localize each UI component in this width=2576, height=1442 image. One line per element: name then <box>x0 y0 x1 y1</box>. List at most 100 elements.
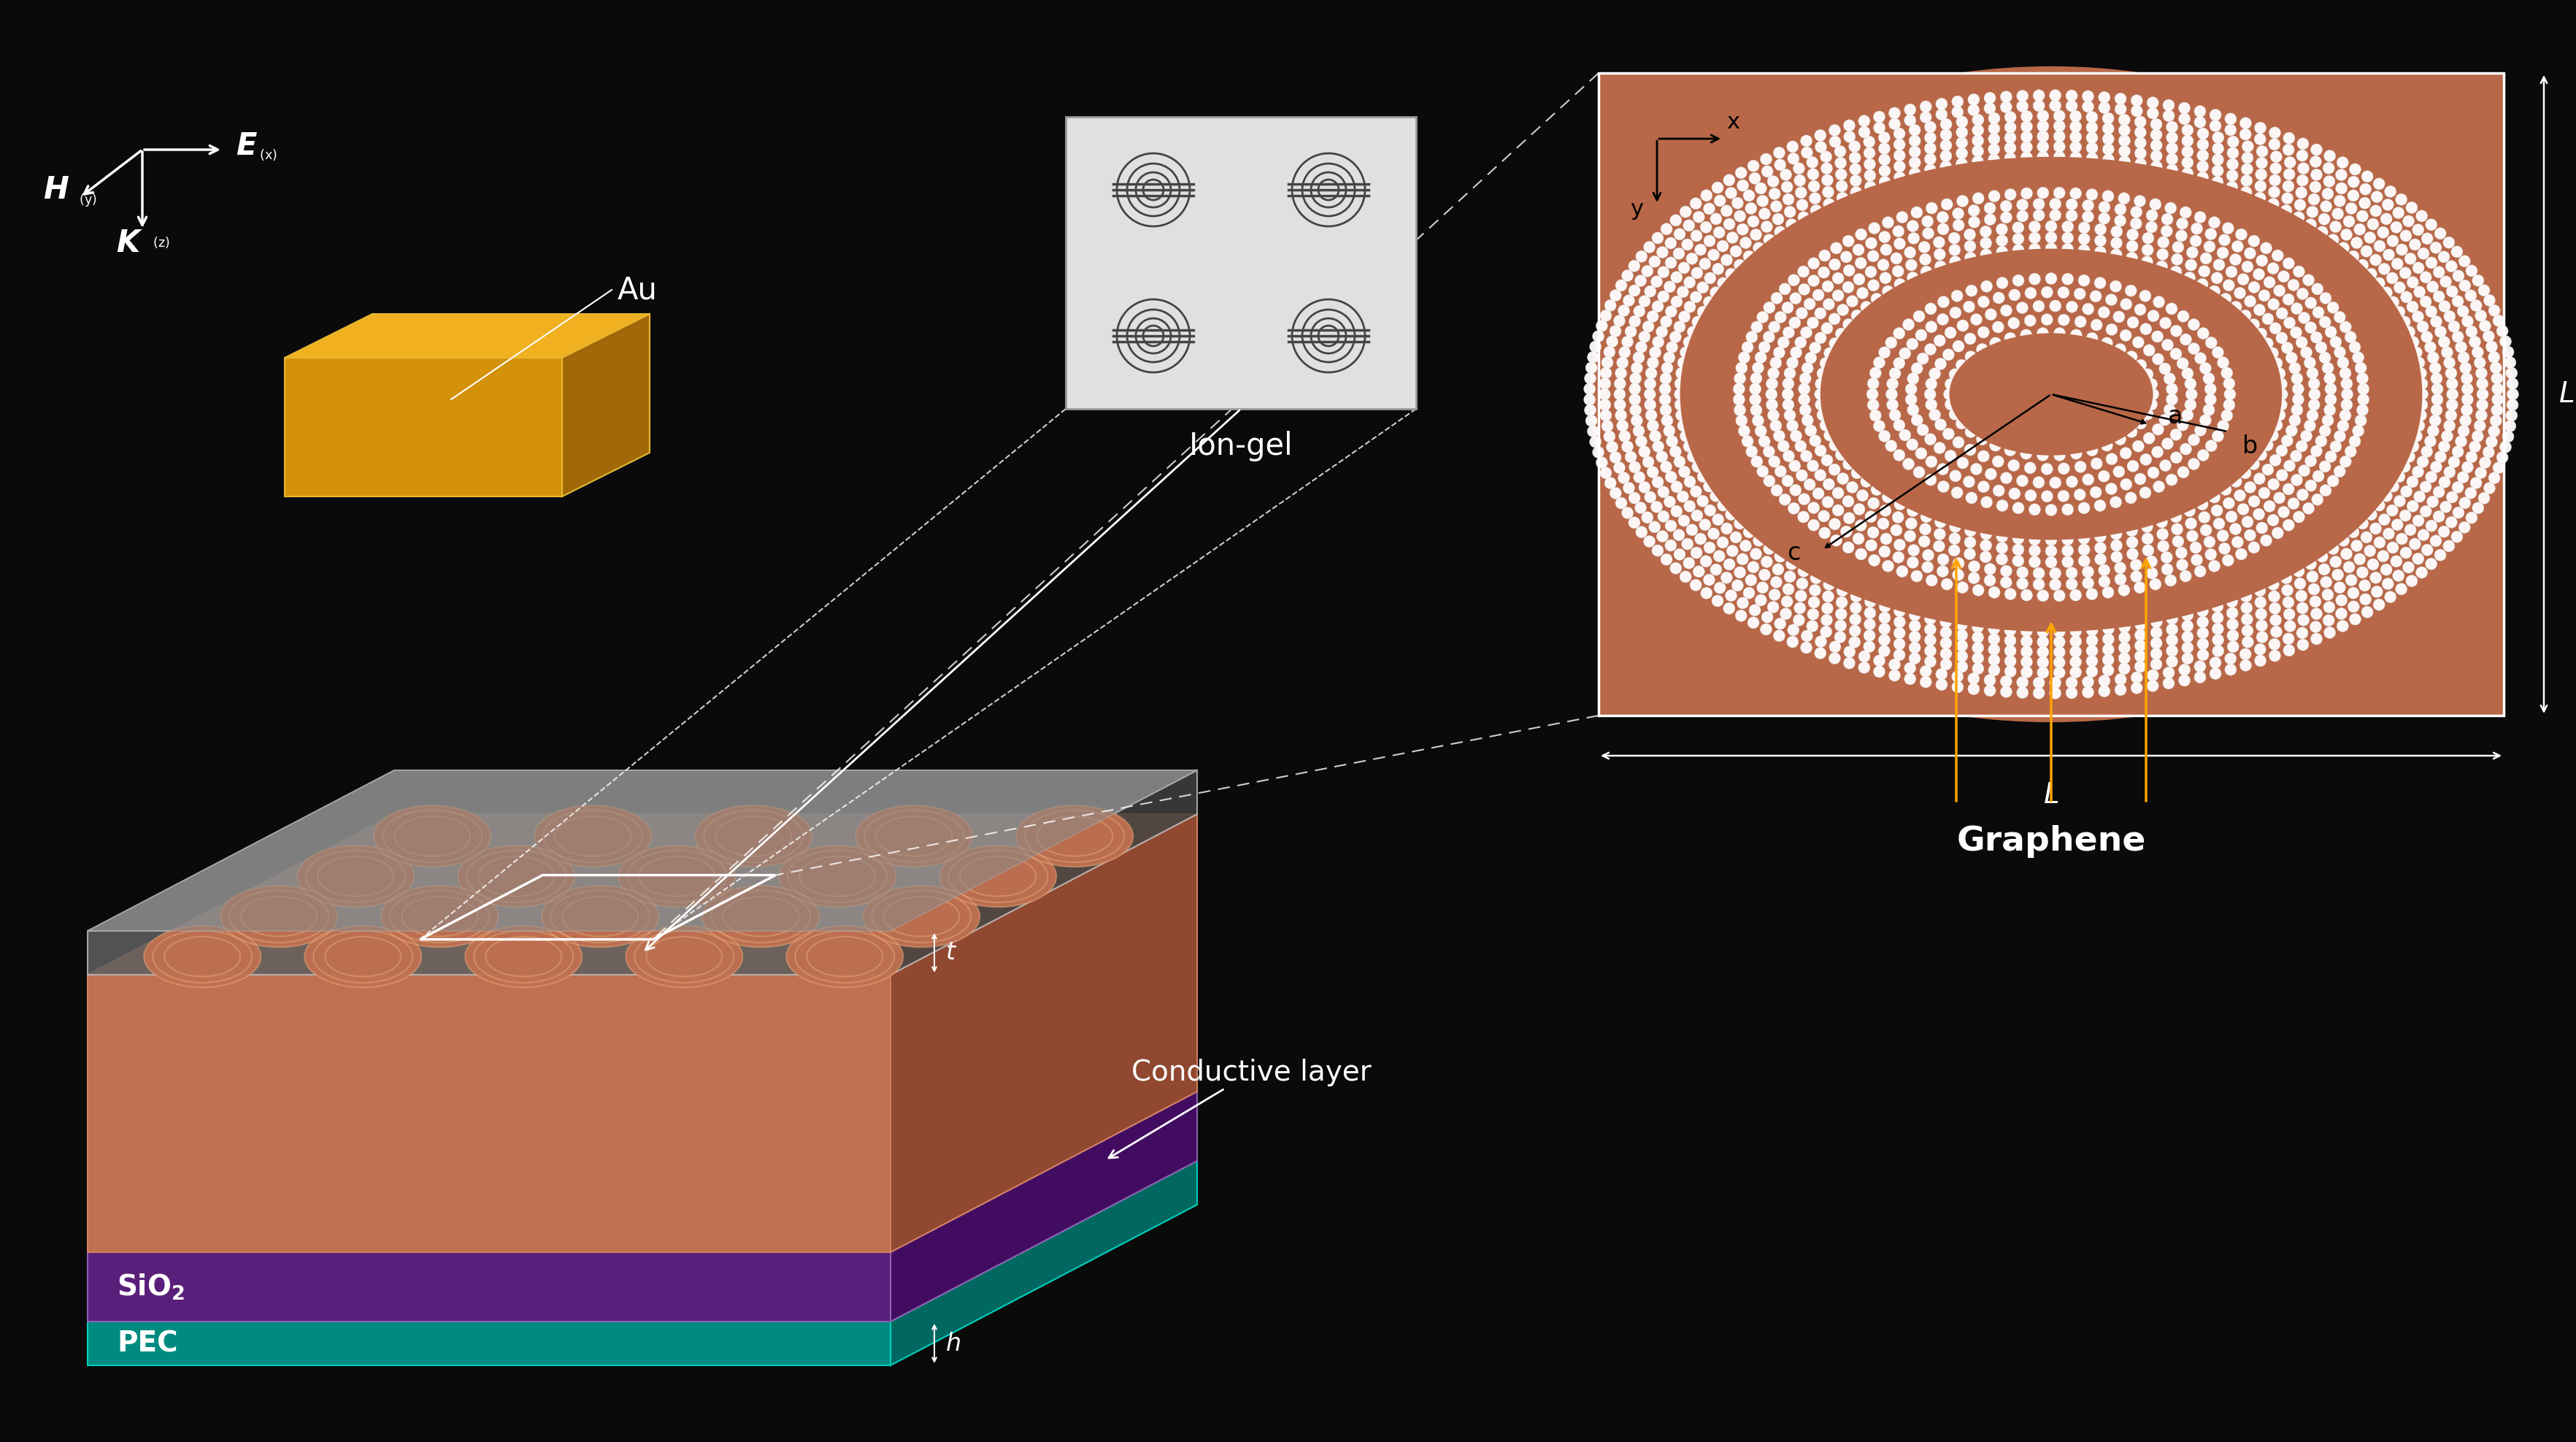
Circle shape <box>1798 372 1811 385</box>
Circle shape <box>2102 633 2112 645</box>
Circle shape <box>1721 254 1731 265</box>
Circle shape <box>2177 559 2187 571</box>
Circle shape <box>1692 565 1705 577</box>
Circle shape <box>1710 213 1721 225</box>
Circle shape <box>2339 456 2352 467</box>
Circle shape <box>1795 199 1808 211</box>
Circle shape <box>2032 199 2045 211</box>
Circle shape <box>2406 440 2419 453</box>
Circle shape <box>1633 275 1646 287</box>
Circle shape <box>1955 619 1968 630</box>
Circle shape <box>2496 451 2506 463</box>
Circle shape <box>2226 265 2236 278</box>
Circle shape <box>2406 301 2419 313</box>
Circle shape <box>2295 440 2308 451</box>
Circle shape <box>2244 296 2257 307</box>
Circle shape <box>1798 510 1808 523</box>
Circle shape <box>2306 322 2316 333</box>
Circle shape <box>1821 323 1832 335</box>
Circle shape <box>2151 128 2161 141</box>
Circle shape <box>2303 274 2313 286</box>
Circle shape <box>2458 472 2468 483</box>
Circle shape <box>1808 519 1819 531</box>
Circle shape <box>2445 399 2458 411</box>
Circle shape <box>1893 358 1904 369</box>
Circle shape <box>2306 410 2318 421</box>
Circle shape <box>2151 353 2164 365</box>
Circle shape <box>2151 140 2161 151</box>
Circle shape <box>2117 114 2130 125</box>
Circle shape <box>2267 515 2277 526</box>
Circle shape <box>1821 281 1834 293</box>
Circle shape <box>2439 430 2452 443</box>
Circle shape <box>2074 461 2087 473</box>
Circle shape <box>1801 630 1814 642</box>
Circle shape <box>1638 296 1649 307</box>
Circle shape <box>1790 293 1801 304</box>
Circle shape <box>1906 557 1919 568</box>
Text: $\mathit{L}$: $\mathit{L}$ <box>2043 782 2058 809</box>
Circle shape <box>2166 613 2177 624</box>
Bar <box>1597 74 2504 715</box>
Circle shape <box>2130 571 2141 583</box>
Circle shape <box>1950 470 1960 482</box>
Circle shape <box>2411 430 2421 441</box>
Circle shape <box>1963 333 1976 345</box>
Circle shape <box>2251 509 2264 521</box>
Circle shape <box>2277 506 2290 518</box>
Circle shape <box>1893 649 1904 660</box>
Circle shape <box>2079 532 2089 544</box>
Circle shape <box>2383 528 2393 539</box>
Ellipse shape <box>855 806 971 867</box>
Circle shape <box>1798 265 1808 277</box>
Circle shape <box>2069 590 2081 601</box>
Circle shape <box>1914 329 1927 340</box>
Circle shape <box>1821 479 1834 490</box>
Circle shape <box>1878 154 1891 166</box>
Circle shape <box>1878 143 1891 154</box>
Circle shape <box>2360 606 2372 619</box>
Circle shape <box>1721 572 1731 584</box>
Circle shape <box>2105 294 2117 306</box>
Circle shape <box>1922 561 1932 572</box>
Circle shape <box>1695 534 1705 545</box>
Circle shape <box>1739 352 1749 363</box>
Circle shape <box>1682 336 1695 348</box>
Circle shape <box>2154 480 2164 493</box>
Circle shape <box>1904 260 1917 271</box>
Circle shape <box>1976 434 1989 446</box>
Circle shape <box>2427 352 2439 363</box>
Circle shape <box>2241 151 2251 163</box>
Circle shape <box>1940 128 1953 141</box>
Ellipse shape <box>786 926 902 988</box>
Circle shape <box>1664 281 1674 293</box>
Circle shape <box>2424 342 2434 353</box>
Circle shape <box>1906 339 1917 350</box>
Circle shape <box>2179 570 2190 583</box>
Circle shape <box>2455 342 2465 353</box>
Circle shape <box>2432 291 2445 303</box>
Ellipse shape <box>703 885 819 947</box>
Circle shape <box>2282 157 2295 169</box>
Circle shape <box>1814 469 1826 482</box>
Circle shape <box>2195 212 2205 224</box>
Circle shape <box>1955 581 1968 593</box>
Circle shape <box>1834 609 1847 620</box>
Circle shape <box>1909 136 1919 147</box>
Circle shape <box>2228 254 2241 265</box>
Circle shape <box>1904 531 1917 542</box>
Circle shape <box>2146 555 2156 567</box>
Circle shape <box>1857 287 1868 298</box>
Circle shape <box>2318 564 2329 575</box>
Circle shape <box>2146 467 2159 479</box>
Circle shape <box>2306 206 2318 218</box>
Circle shape <box>2254 180 2267 192</box>
Circle shape <box>1783 327 1793 339</box>
Circle shape <box>2478 492 2488 505</box>
Circle shape <box>1857 650 1870 662</box>
Text: y: y <box>1631 199 1643 219</box>
Circle shape <box>1664 306 1677 317</box>
Circle shape <box>2504 368 2517 379</box>
Circle shape <box>2318 352 2331 363</box>
Circle shape <box>2414 358 2424 369</box>
